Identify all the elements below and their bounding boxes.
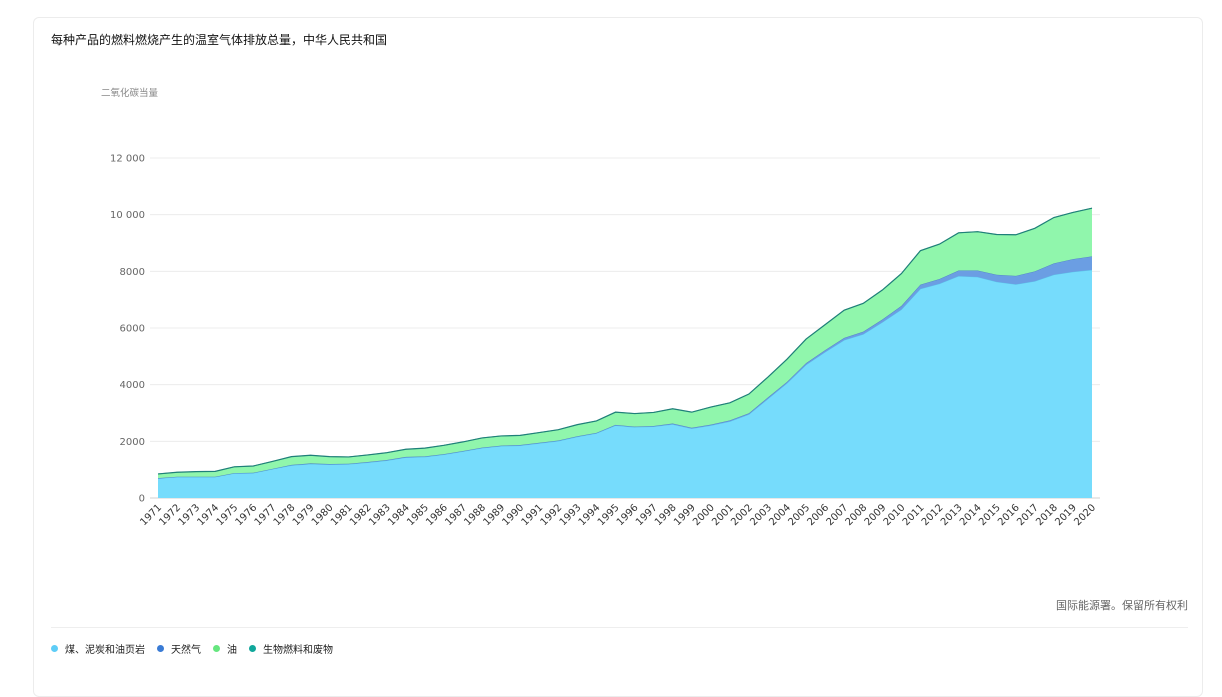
y-tick-label: 4000 — [120, 380, 145, 391]
legend-swatch-coal — [51, 645, 58, 652]
legend: 煤、泥炭和油页岩 天然气 油 生物燃料和废物 — [51, 641, 345, 656]
series-area-gas[interactable] — [158, 256, 1092, 479]
y-tick-label: 10 000 — [110, 210, 145, 221]
y-tick-label: 8000 — [120, 267, 145, 278]
legend-item-oil[interactable]: 油 — [213, 641, 237, 656]
series-area-bio-outline — [157, 207, 1093, 475]
series-area-oil[interactable] — [158, 208, 1092, 479]
y-tick-label: 0 — [139, 494, 145, 505]
source-credit: 国际能源署。保留所有权利 — [1056, 599, 1188, 612]
y-tick-label: 6000 — [120, 324, 145, 335]
x-tick-labels: 1971197219731974197519761977197819791980… — [138, 502, 1098, 528]
area-chart: 0 2000 4000 6000 8000 10 000 12 000 1971197219… — [110, 154, 1100, 528]
legend-swatch-gas — [157, 645, 164, 652]
legend-item-gas[interactable]: 天然气 — [157, 641, 201, 656]
legend-item-coal[interactable]: 煤、泥炭和油页岩 — [51, 641, 145, 656]
legend-label-gas: 天然气 — [171, 645, 201, 656]
x-tick-label: 2020 — [1072, 502, 1098, 528]
legend-label-oil: 油 — [227, 645, 237, 656]
y-tick-labels: 0 2000 4000 6000 8000 10 000 12 000 — [110, 154, 145, 505]
y-tick-label: 12 000 — [110, 154, 145, 165]
series-areas — [157, 207, 1093, 498]
y-tick-label: 2000 — [120, 437, 145, 448]
y-axis-label: 二氧化碳当量 — [101, 88, 159, 99]
legend-item-bio[interactable]: 生物燃料和废物 — [249, 641, 333, 656]
chart-title: 每种产品的燃料燃烧产生的温室气体排放总量，中华人民共和国 — [51, 33, 388, 47]
legend-divider — [51, 627, 1188, 628]
legend-swatch-oil — [213, 645, 220, 652]
legend-label-coal: 煤、泥炭和油页岩 — [65, 645, 145, 656]
series-area-coal[interactable] — [158, 269, 1092, 498]
legend-swatch-bio — [249, 645, 256, 652]
legend-label-bio: 生物燃料和废物 — [263, 645, 333, 656]
